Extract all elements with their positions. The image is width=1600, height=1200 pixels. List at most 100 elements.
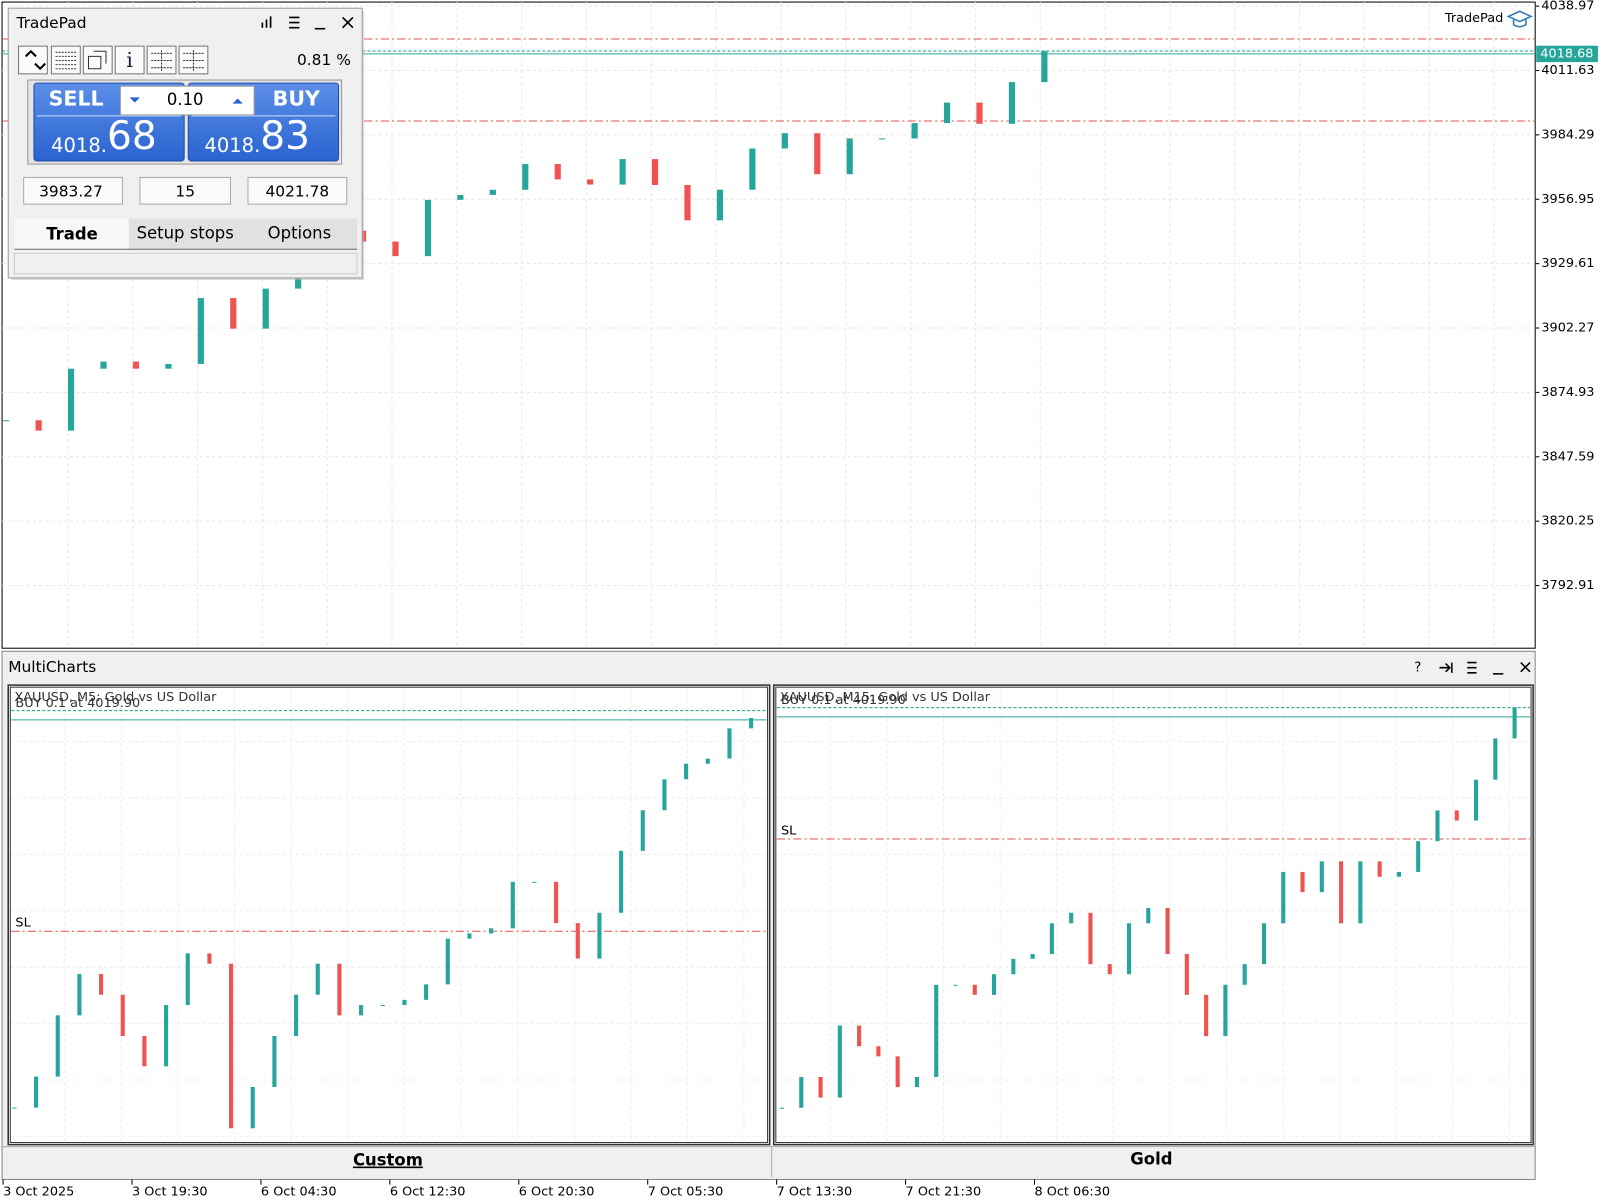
menu-icon[interactable] bbox=[289, 16, 300, 29]
sell-price-pips[interactable]: 68 bbox=[107, 114, 157, 159]
panel-controls[interactable] bbox=[261, 16, 354, 30]
candle bbox=[1049, 923, 1054, 955]
candle bbox=[818, 1076, 823, 1098]
stop-loss[interactable]: 3983.27 bbox=[39, 182, 103, 200]
tab[interactable]: Setup stops bbox=[137, 223, 234, 242]
y-tick-label: 4038.97 bbox=[1541, 0, 1594, 14]
candle bbox=[943, 102, 951, 124]
time-label: 8 Oct 06:30 bbox=[1034, 1184, 1110, 1199]
candle bbox=[489, 928, 494, 934]
close-icon[interactable] bbox=[1520, 662, 1531, 673]
time-label: 6 Oct 20:30 bbox=[519, 1184, 595, 1199]
candle bbox=[914, 1076, 920, 1088]
candle bbox=[1242, 964, 1247, 985]
candle bbox=[185, 953, 190, 1006]
sell-label[interactable]: SELL bbox=[49, 87, 104, 111]
candle bbox=[1473, 779, 1479, 821]
volume-down[interactable] bbox=[129, 97, 140, 103]
candle bbox=[229, 963, 234, 1129]
candle bbox=[1008, 82, 1016, 124]
close-icon[interactable] bbox=[342, 16, 354, 29]
candle bbox=[972, 984, 977, 995]
candle bbox=[1204, 994, 1209, 1037]
spread[interactable]: 15 bbox=[175, 182, 195, 200]
tool-icon bbox=[55, 51, 77, 70]
order-label: BUY 0.1 at 4019.90 bbox=[781, 693, 906, 708]
mini-chart-inner bbox=[9, 686, 769, 1144]
help-icon[interactable]: ? bbox=[1414, 661, 1421, 676]
tab-body bbox=[13, 252, 358, 275]
tab[interactable]: Trade bbox=[46, 224, 98, 243]
tool-button[interactable] bbox=[18, 45, 48, 75]
tab-strip bbox=[128, 218, 358, 250]
mini-chart-frame bbox=[772, 684, 1534, 1146]
menu-icon[interactable] bbox=[1467, 661, 1477, 674]
candle bbox=[35, 420, 42, 431]
candle bbox=[1184, 954, 1189, 995]
tab-active[interactable] bbox=[14, 218, 129, 250]
tool-button[interactable] bbox=[82, 45, 113, 75]
tab[interactable]: Options bbox=[268, 223, 331, 242]
dock-icon[interactable] bbox=[1439, 662, 1453, 673]
buy-label[interactable]: BUY bbox=[273, 87, 321, 111]
bid-label: 4018.68 bbox=[1540, 46, 1593, 61]
candle bbox=[846, 138, 853, 175]
badge-icon[interactable] bbox=[1506, 10, 1533, 28]
candle bbox=[857, 1025, 862, 1047]
y-tick-label: 3902.27 bbox=[1541, 321, 1594, 336]
candle bbox=[164, 1005, 169, 1067]
candle bbox=[716, 189, 724, 221]
sl-field[interactable] bbox=[23, 176, 123, 205]
chart-tab[interactable]: Gold bbox=[1130, 1150, 1172, 1169]
candle bbox=[554, 881, 559, 924]
badge[interactable]: TradePad bbox=[1444, 11, 1503, 26]
candle bbox=[55, 1015, 60, 1077]
time-label: 6 Oct 12:30 bbox=[390, 1184, 466, 1199]
chart-tab[interactable]: Custom bbox=[353, 1151, 423, 1170]
time-label: 7 Oct 05:30 bbox=[648, 1184, 724, 1199]
candle bbox=[1107, 964, 1112, 975]
candle bbox=[1041, 51, 1048, 83]
candle bbox=[705, 758, 710, 764]
sell-price-main[interactable]: 4018. bbox=[51, 134, 107, 157]
candle bbox=[1165, 907, 1170, 955]
sl-label: SL bbox=[15, 916, 31, 931]
candle bbox=[489, 189, 496, 195]
tool-button[interactable] bbox=[114, 45, 145, 75]
candle bbox=[165, 363, 172, 369]
candle bbox=[207, 953, 212, 964]
candle bbox=[587, 179, 594, 185]
candle bbox=[1396, 871, 1401, 877]
buy-price-pips[interactable]: 83 bbox=[260, 114, 310, 159]
candle bbox=[262, 288, 269, 329]
volume[interactable]: 0.10 bbox=[167, 90, 204, 109]
candle bbox=[3, 420, 10, 422]
candle bbox=[359, 1005, 364, 1016]
candle bbox=[1126, 923, 1132, 975]
candle bbox=[402, 999, 407, 1006]
candle bbox=[510, 881, 515, 929]
candle bbox=[1011, 958, 1016, 975]
candle bbox=[781, 133, 788, 149]
volume-up[interactable] bbox=[232, 98, 243, 104]
buy-price-main[interactable]: 4018. bbox=[204, 134, 260, 157]
tool-icon bbox=[24, 49, 47, 71]
candle bbox=[132, 361, 140, 369]
y-tick-label: 3874.93 bbox=[1541, 385, 1594, 400]
candle bbox=[1358, 861, 1363, 924]
spread-field[interactable] bbox=[139, 176, 231, 205]
candle bbox=[1030, 954, 1035, 959]
tradepad-panel: TradePad i 0.81 % 0.1 bbox=[7, 7, 365, 281]
candle bbox=[532, 881, 537, 883]
candle bbox=[77, 974, 82, 1016]
tp-field[interactable] bbox=[247, 176, 348, 205]
candle bbox=[522, 164, 529, 190]
time-label: 3 Oct 19:30 bbox=[132, 1184, 208, 1199]
chart-icon[interactable] bbox=[261, 16, 272, 28]
take-profit[interactable]: 4021.78 bbox=[265, 182, 329, 200]
candle bbox=[392, 241, 399, 257]
candle bbox=[467, 933, 472, 939]
volume-box[interactable] bbox=[119, 85, 255, 116]
